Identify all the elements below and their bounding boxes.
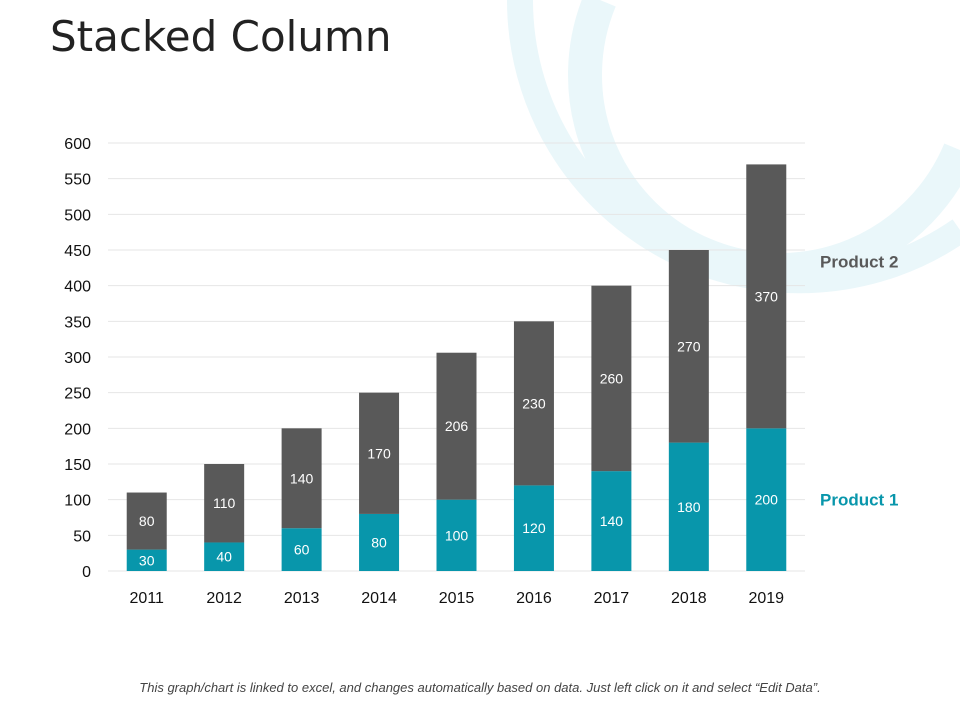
y-tick-label: 200 <box>64 421 91 438</box>
y-tick-label: 100 <box>64 493 91 510</box>
legend-product-1: Product 1 <box>820 491 898 510</box>
bar-product-1 <box>746 428 787 571</box>
bar-product-2 <box>204 464 245 543</box>
data-label: 260 <box>600 370 624 386</box>
bar-product-1 <box>591 471 632 571</box>
data-label: 206 <box>445 418 469 434</box>
data-label: 120 <box>522 520 546 536</box>
data-label: 80 <box>139 513 155 529</box>
x-tick-label: 2015 <box>439 590 475 607</box>
bar-product-2 <box>436 352 477 500</box>
data-label: 100 <box>445 527 469 543</box>
page-title: Stacked Column <box>50 12 392 61</box>
bar-product-2 <box>126 492 167 550</box>
data-label: 140 <box>290 470 314 486</box>
y-tick-label: 350 <box>64 314 91 331</box>
x-tick-label: 2019 <box>748 590 784 607</box>
bar-product-1 <box>668 442 709 571</box>
data-label: 200 <box>755 492 779 508</box>
bar-product-2 <box>746 164 787 429</box>
data-label: 370 <box>755 288 779 304</box>
bar-product-1 <box>126 549 167 571</box>
bar-product-1 <box>359 513 400 571</box>
bar-product-2 <box>281 428 322 529</box>
data-label: 40 <box>216 549 232 565</box>
y-tick-label: 250 <box>64 386 91 403</box>
bar-product-1 <box>436 499 477 571</box>
data-label: 140 <box>600 513 624 529</box>
bar-product-1 <box>513 485 554 571</box>
data-label: 180 <box>677 499 701 515</box>
y-tick-label: 550 <box>64 172 91 189</box>
bar-product-2 <box>591 285 632 472</box>
data-label: 110 <box>213 495 236 511</box>
data-label: 230 <box>522 395 546 411</box>
data-label: 30 <box>139 552 155 568</box>
y-tick-label: 0 <box>82 564 91 581</box>
y-tick-label: 400 <box>64 279 91 296</box>
x-tick-label: 2017 <box>594 590 630 607</box>
bar-product-2 <box>359 392 400 514</box>
x-tick-label: 2018 <box>671 590 707 607</box>
data-label: 80 <box>371 534 387 550</box>
x-tick-label: 2014 <box>361 590 397 607</box>
data-label: 60 <box>294 542 310 558</box>
bar-product-2 <box>513 321 554 486</box>
y-tick-label: 50 <box>73 528 91 545</box>
bar-product-1 <box>281 528 322 571</box>
bar-product-1 <box>204 542 245 571</box>
x-tick-label: 2011 <box>130 590 165 607</box>
x-tick-label: 2012 <box>206 590 242 607</box>
y-tick-label: 450 <box>64 243 91 260</box>
x-tick-label: 2016 <box>516 590 552 607</box>
x-tick-label: 2013 <box>284 590 320 607</box>
y-tick-label: 600 <box>64 136 91 153</box>
y-tick-label: 300 <box>64 350 91 367</box>
data-label: 270 <box>677 338 701 354</box>
footnote: This graph/chart is linked to excel, and… <box>139 680 821 695</box>
y-tick-label: 500 <box>64 207 91 224</box>
y-tick-label: 150 <box>64 457 91 474</box>
legend-product-2: Product 2 <box>820 252 898 271</box>
bar-product-2 <box>668 250 709 443</box>
data-label: 170 <box>367 445 391 461</box>
